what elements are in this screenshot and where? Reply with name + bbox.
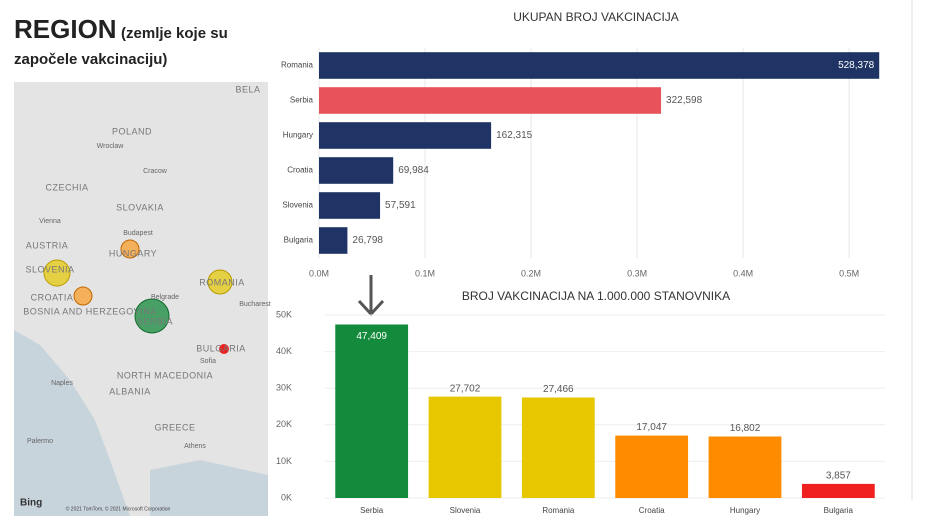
map-sea [14,330,130,516]
map-label: SERBIA [137,316,173,326]
map-attribution: © 2021 TomTom, © 2021 Microsoft Corporat… [66,505,171,512]
map-label: BOSNIA AND HERZEGOVINA [23,306,157,316]
map-label: NORTH MACEDONIA [117,370,213,380]
map-label: Naples [51,380,73,387]
bar [335,324,409,498]
header: REGION (zemlje koje su započele vakcinac… [14,16,264,73]
map-label: AUSTRIA [26,240,69,250]
y-tick-label: 10K [276,456,292,466]
y-tick-label: 0K [281,492,292,502]
x-tick-label: 0.2M [521,268,541,278]
map-label: Athens [184,443,206,450]
x-tick-label: Croatia [639,506,665,515]
map-label: SLOVENIA [25,264,74,274]
bar [428,396,502,498]
y-tick-label: Serbia [290,96,314,105]
data-label: 26,798 [352,235,383,246]
y-tick-label: Hungary [283,131,313,140]
y-tick-label: Croatia [287,166,313,175]
data-label: 27,466 [543,384,574,395]
data-label: 17,047 [636,422,667,433]
bar [708,436,782,498]
data-label: 57,591 [385,200,416,211]
data-label: 47,409 [356,331,387,342]
bar [319,52,880,79]
bar [615,435,689,498]
map-label: Bucharest [239,301,271,308]
bar [319,122,492,149]
map-label: BELA [235,84,260,94]
chart-title: BROJ VAKCINACIJA NA 1.000.000 STANOVNIKA [462,289,730,303]
map-label: ROMANIA [199,277,245,287]
bar [319,192,381,219]
map-label: Vienna [39,218,61,225]
map-label: Belgrade [151,294,179,301]
data-label: 69,984 [398,165,429,176]
map-label: CZECHIA [45,182,88,192]
y-tick-label: Slovenia [282,201,313,210]
bar [801,483,875,498]
x-tick-label: 0.0M [309,268,329,278]
bar [319,87,662,114]
x-tick-label: Romania [542,506,575,515]
chart-title: UKUPAN BROJ VAKCINACIJA [513,10,679,24]
y-tick-label: 50K [276,309,292,319]
data-label: 322,598 [666,95,703,106]
map-bubble [134,298,170,334]
data-label: 3,857 [826,471,851,482]
data-label: 162,315 [496,130,533,141]
map-label: Palermo [27,438,53,445]
map-label: POLAND [112,126,152,136]
map-label: ALBANIA [109,386,151,396]
bar [319,157,394,184]
map-sea [150,460,268,516]
map-bubble [43,259,71,287]
x-tick-label: 0.4M [733,268,753,278]
map-bubble [73,286,93,306]
map-label: SLOVAKIA [116,202,164,212]
map-bubble [219,344,229,354]
map-label: Sofia [200,358,216,365]
x-tick-label: Hungary [730,506,760,515]
map-label: HUNGARY [109,248,157,258]
x-tick-label: 0.5M [839,268,859,278]
header-subtitle: (zemlje koje su započele vakcinaciju) [14,25,228,68]
data-label: 16,802 [730,423,761,434]
header-title: REGION [14,14,117,44]
x-tick-label: 0.1M [415,268,435,278]
bar [521,397,595,498]
data-label: 528,378 [838,60,875,71]
x-tick-label: Serbia [360,506,384,515]
y-tick-label: Bulgaria [284,236,314,245]
x-tick-label: 0.3M [627,268,647,278]
x-tick-label: Bulgaria [824,506,854,515]
map-label: GREECE [154,422,195,432]
bar [319,227,348,254]
annotation-arrow [357,275,385,317]
map-bubble [120,239,140,259]
map-label: CROATIA [31,292,74,302]
map-logo: Bing [20,498,42,509]
map-label: BULGARIA [196,343,246,353]
map-label: Budapest [123,230,153,237]
y-tick-label: Romania [281,61,314,70]
y-tick-label: 40K [276,346,292,356]
map-label: Wroclaw [97,143,125,150]
map-bubble [207,269,233,295]
data-label: 27,702 [450,383,481,394]
y-tick-label: 20K [276,419,292,429]
y-tick-label: 30K [276,383,292,393]
map-label: Cracow [143,168,168,175]
x-tick-label: Slovenia [450,506,481,515]
